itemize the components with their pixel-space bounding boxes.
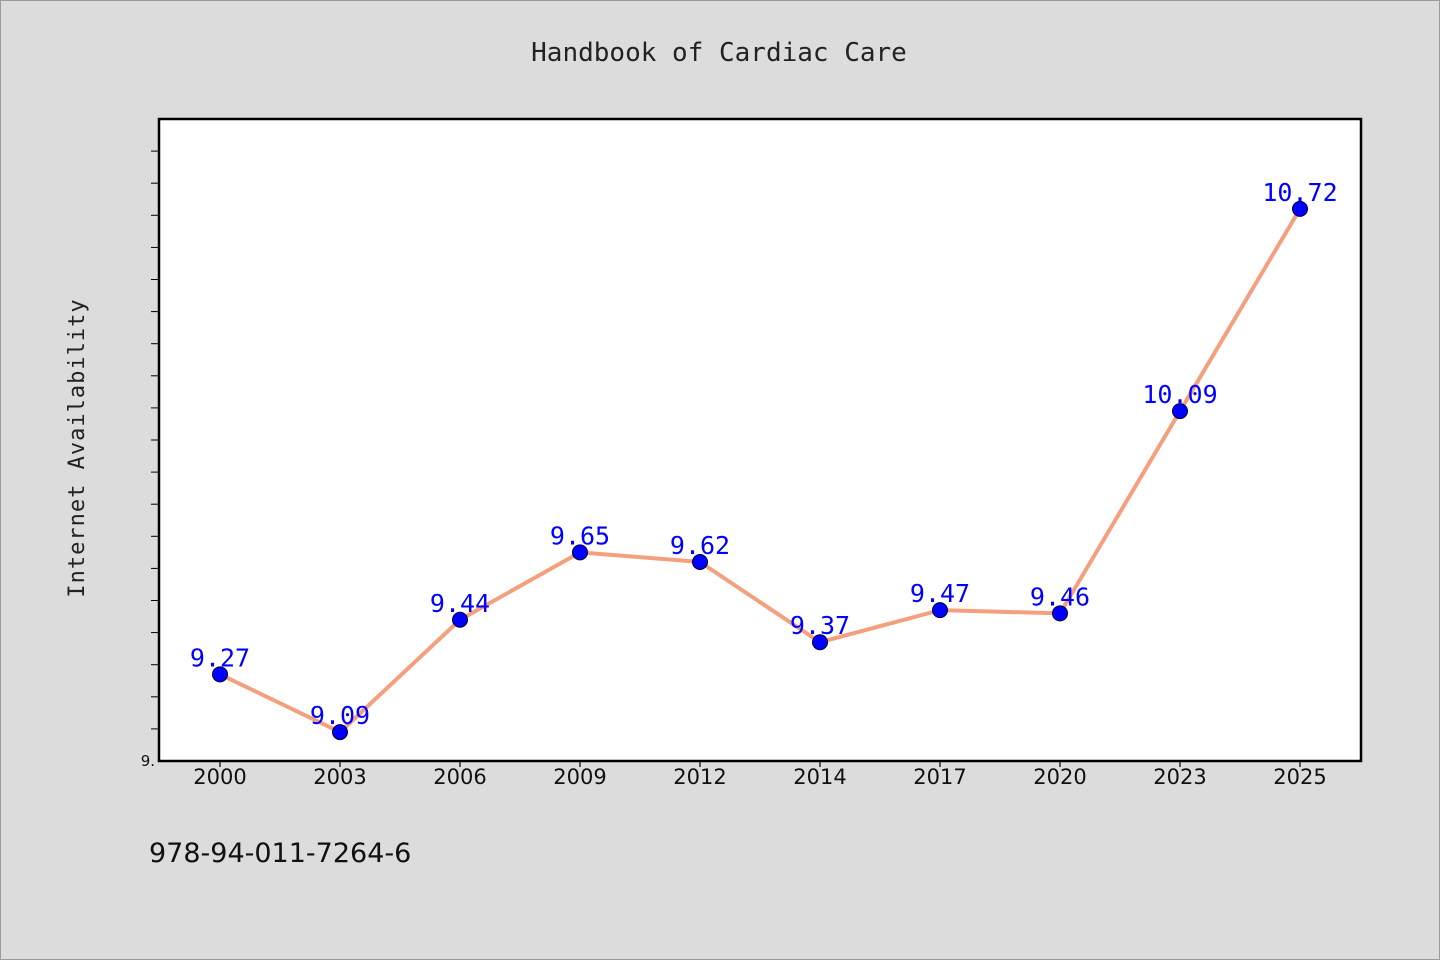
series-line [219,207,1302,735]
data-label: 9.44 [430,589,490,618]
data-point [572,544,588,561]
plot-area [157,117,1363,763]
data-point [1172,403,1188,420]
chart-title: Handbook of Cardiac Care [531,38,907,68]
data-point [212,666,228,683]
data-label: 9.62 [670,531,730,560]
x-tick-label: 2017 [913,765,966,789]
x-tick-label: 2020 [1033,765,1086,789]
x-tick-label: 2000 [193,765,246,789]
data-label: 10.09 [1142,380,1217,409]
data-label: 9.37 [790,611,850,640]
data-label: 10.72 [1262,178,1337,207]
x-tick-label: 2023 [1153,765,1206,789]
x-tick-label: 2014 [793,765,846,789]
data-label: 9.65 [550,521,610,550]
isbn-label: 978-94-011-7264-6 [149,838,411,869]
data-point [692,553,708,570]
data-point [452,611,468,628]
data-point [1052,605,1068,622]
y-tick-label: 9. [141,752,155,770]
data-label: 9.47 [910,579,970,608]
data-label: 9.46 [1030,582,1090,611]
data-point [812,634,828,651]
x-tick-label: 2025 [1273,765,1326,789]
y-axis-label: Internet Availability [65,298,90,597]
x-axis-ticks: 2000 2003 2006 2009 2012 2014 2017 2020 2023 2025 [193,761,1327,789]
data-label: 9.09 [310,701,370,730]
y-axis-ticks [151,150,159,730]
data-label: 9.27 [190,643,250,672]
x-tick-label: 2006 [433,765,486,789]
x-tick-label: 2009 [553,765,606,789]
data-point [332,724,348,741]
data-point [1292,200,1308,217]
x-tick-label: 2003 [313,765,366,789]
data-point [932,602,948,619]
x-tick-label: 2012 [673,765,726,789]
series-layer: 9.27 9.09 9.44 9.65 9.62 9.37 9.47 9.46 10.09 10.… [190,178,1338,741]
